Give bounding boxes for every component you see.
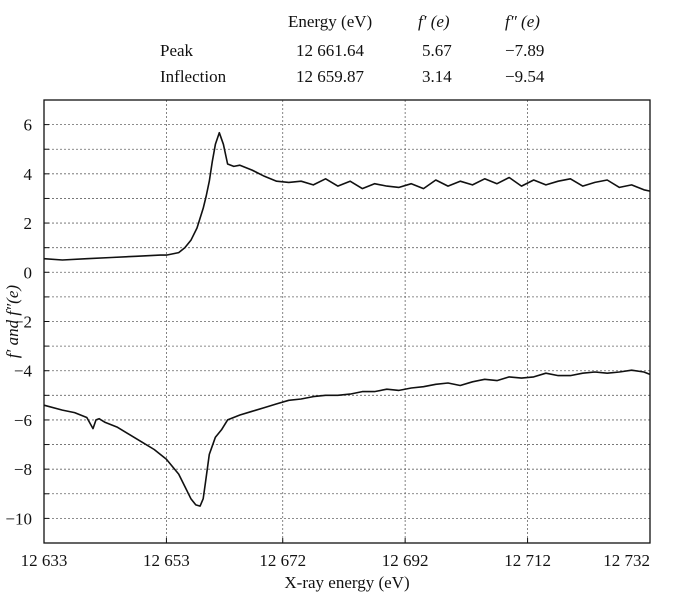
table-header-energy: Energy (eV) xyxy=(288,12,373,31)
grid-lines xyxy=(44,100,650,543)
table-row-inflection-f-prime: 3.14 xyxy=(422,67,452,86)
series-line-f-prime xyxy=(43,131,651,261)
x-tick-label: 12 732 xyxy=(603,551,650,570)
y-tick-label: −10 xyxy=(5,509,32,528)
table-header-f-prime: f′ (e) xyxy=(418,12,450,31)
x-axis-label: X-ray energy (eV) xyxy=(284,573,409,592)
table-row-peak-label: Peak xyxy=(160,41,194,60)
table-header-f-double-prime: f″ (e) xyxy=(505,12,540,31)
x-tick-label: 12 633 xyxy=(21,551,68,570)
table-row-inflection-f-double-prime: −9.54 xyxy=(505,67,545,86)
plot-frame xyxy=(43,99,651,544)
table-row-inflection-label: Inflection xyxy=(160,67,227,86)
axis-ticks: −10 −8 −6 −4 −2 0 2 4 6 12 633 12 653 12 672 12 692 1… xyxy=(5,99,651,570)
series-lines xyxy=(43,131,651,507)
table-row-peak-f-double-prime: −7.89 xyxy=(505,41,545,60)
y-tick-label: 6 xyxy=(24,116,33,135)
x-tick-label: 12 712 xyxy=(504,551,551,570)
x-tick-label: 12 672 xyxy=(259,551,306,570)
y-tick-label: −6 xyxy=(14,411,32,430)
x-tick-label: 12 692 xyxy=(382,551,429,570)
y-tick-label: 2 xyxy=(24,214,33,233)
y-tick-label: −2 xyxy=(14,313,32,332)
y-tick-label: −4 xyxy=(14,362,33,381)
table-row-inflection-energy: 12 659.87 xyxy=(296,67,364,86)
y-tick-label: 0 xyxy=(24,263,33,282)
x-tick-label: 12 653 xyxy=(143,551,190,570)
y-tick-label: 4 xyxy=(24,165,33,184)
table-row-peak-f-prime: 5.67 xyxy=(422,41,452,60)
series-line-f-double-prime xyxy=(43,369,651,507)
y-axis-label: f′ and f″(e) xyxy=(3,285,22,358)
y-tick-label: −8 xyxy=(14,460,32,479)
table-row-peak-energy: 12 661.64 xyxy=(296,41,364,60)
